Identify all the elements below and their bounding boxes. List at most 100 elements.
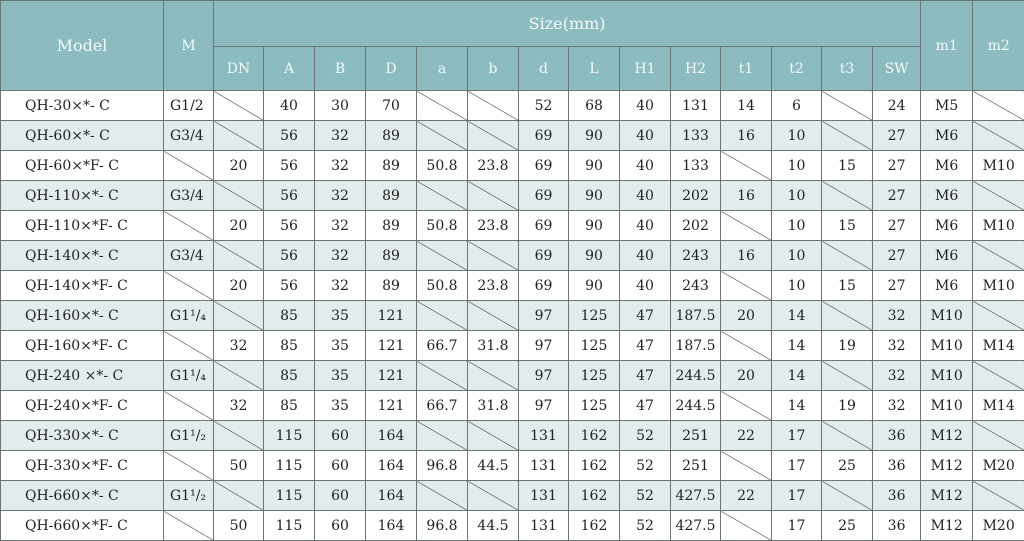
empty-cell <box>468 481 519 511</box>
size-value-cell: 125 <box>569 391 620 421</box>
size-value-cell: 40 <box>620 151 671 181</box>
m-cell: G1/2 <box>164 91 214 121</box>
size-value-cell: 16 <box>721 181 772 211</box>
size-value-cell: 20 <box>214 151 264 181</box>
size-value-cell: 15 <box>822 151 873 181</box>
m2-cell: M14 <box>973 331 1024 361</box>
m1-cell: M5 <box>921 91 973 121</box>
size-value-cell: 60 <box>315 481 366 511</box>
empty-cell <box>822 121 873 151</box>
size-value-cell: 15 <box>822 211 873 241</box>
size-value-cell: 90 <box>569 151 620 181</box>
empty-cell <box>468 301 519 331</box>
m1-cell: M10 <box>921 391 973 421</box>
size-value-cell: 89 <box>366 151 417 181</box>
size-value-cell: 47 <box>620 361 671 391</box>
empty-cell <box>417 241 468 271</box>
size-value-cell: 25 <box>822 511 873 541</box>
size-value-cell: 90 <box>569 121 620 151</box>
m1-cell: M12 <box>921 451 973 481</box>
size-value-cell: 32 <box>873 391 921 421</box>
size-value-cell: 187.5 <box>671 331 721 361</box>
size-value-cell: 50.8 <box>417 151 468 181</box>
model-cell: QH-60×*F- C <box>1 151 164 181</box>
size-value-cell: 14 <box>772 361 822 391</box>
empty-cell <box>417 361 468 391</box>
size-value-cell: 14 <box>772 391 822 421</box>
model-cell: QH-110×*F- C <box>1 211 164 241</box>
empty-cell <box>417 181 468 211</box>
size-value-cell: 32 <box>315 271 366 301</box>
size-value-cell: 14 <box>772 301 822 331</box>
size-value-cell: 47 <box>620 391 671 421</box>
size-value-cell: 32 <box>315 121 366 151</box>
header-size-column: H2 <box>671 47 721 91</box>
empty-cell <box>417 121 468 151</box>
header-size: Size(mm) <box>214 1 921 47</box>
size-value-cell: 52 <box>620 421 671 451</box>
size-value-cell: 243 <box>671 271 721 301</box>
header-size-column: a <box>417 47 468 91</box>
size-value-cell: 96.8 <box>417 511 468 541</box>
model-cell: QH-240×*F- C <box>1 391 164 421</box>
empty-cell <box>973 481 1024 511</box>
empty-cell <box>214 91 264 121</box>
size-value-cell: 202 <box>671 181 721 211</box>
size-value-cell: 20 <box>721 361 772 391</box>
empty-cell <box>973 241 1024 271</box>
empty-cell <box>973 301 1024 331</box>
size-value-cell: 17 <box>772 421 822 451</box>
size-value-cell: 22 <box>721 421 772 451</box>
header-size-column: b <box>468 47 519 91</box>
size-value-cell: 125 <box>569 331 620 361</box>
size-value-cell: 22 <box>721 481 772 511</box>
header-size-column: A <box>264 47 315 91</box>
size-value-cell: 133 <box>671 121 721 151</box>
model-cell: QH-660×*F- C <box>1 511 164 541</box>
size-value-cell: 15 <box>822 271 873 301</box>
size-value-cell: 16 <box>721 121 772 151</box>
m1-cell: M12 <box>921 481 973 511</box>
size-value-cell: 60 <box>315 511 366 541</box>
size-value-cell: 40 <box>620 181 671 211</box>
size-value-cell: 27 <box>873 241 921 271</box>
m1-cell: M12 <box>921 511 973 541</box>
m-cell: G1¹/₂ <box>164 421 214 451</box>
size-value-cell: 66.7 <box>417 391 468 421</box>
size-value-cell: 133 <box>671 151 721 181</box>
empty-cell <box>468 91 519 121</box>
size-value-cell: 23.8 <box>468 151 519 181</box>
empty-cell <box>468 421 519 451</box>
empty-cell <box>164 271 214 301</box>
size-value-cell: 96.8 <box>417 451 468 481</box>
size-value-cell: 10 <box>772 121 822 151</box>
size-value-cell: 10 <box>772 211 822 241</box>
empty-cell <box>214 241 264 271</box>
size-value-cell: 162 <box>569 421 620 451</box>
size-value-cell: 125 <box>569 361 620 391</box>
size-value-cell: 40 <box>620 211 671 241</box>
m1-cell: M10 <box>921 331 973 361</box>
empty-cell <box>973 361 1024 391</box>
size-value-cell: 60 <box>315 451 366 481</box>
size-value-cell: 85 <box>264 331 315 361</box>
size-value-cell: 85 <box>264 301 315 331</box>
size-value-cell: 50 <box>214 451 264 481</box>
size-value-cell: 164 <box>366 451 417 481</box>
size-value-cell: 115 <box>264 481 315 511</box>
empty-cell <box>417 421 468 451</box>
size-value-cell: 243 <box>671 241 721 271</box>
size-value-cell: 19 <box>822 331 873 361</box>
header-model: Model <box>1 1 164 91</box>
size-value-cell: 202 <box>671 211 721 241</box>
size-value-cell: 30 <box>315 91 366 121</box>
size-value-cell: 40 <box>620 241 671 271</box>
empty-cell <box>417 91 468 121</box>
size-value-cell: 40 <box>620 91 671 121</box>
size-value-cell: 17 <box>772 511 822 541</box>
empty-cell <box>822 421 873 451</box>
m1-cell: M6 <box>921 211 973 241</box>
